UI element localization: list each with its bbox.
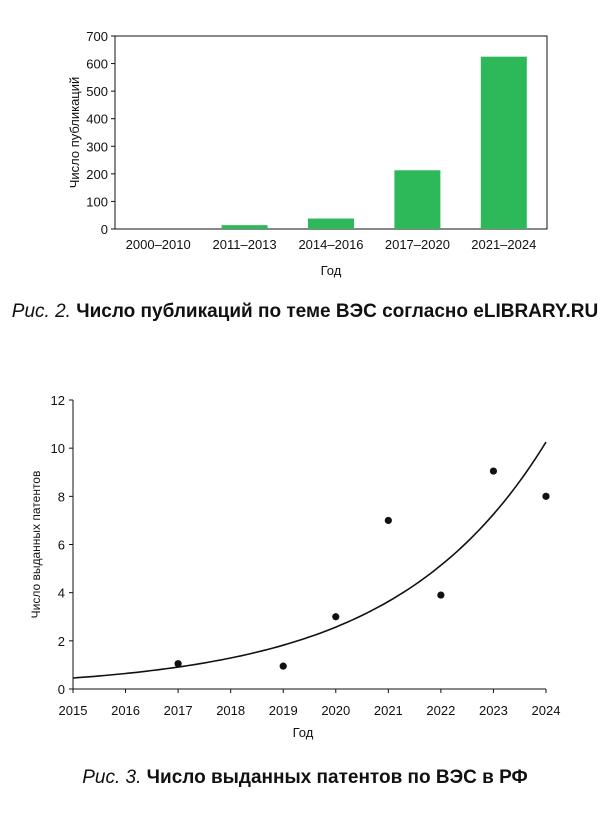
data-point xyxy=(489,467,498,475)
x-axis-label: Год xyxy=(293,725,314,740)
data-point xyxy=(437,591,445,599)
y-tick-label: 12 xyxy=(51,393,65,408)
x-tick-label: 2019 xyxy=(269,703,298,718)
y-axis-label: Число публикаций xyxy=(67,77,82,189)
bar xyxy=(221,225,268,229)
x-tick-label: 2024 xyxy=(532,703,561,718)
figure-2-caption: Рис. 2. Число публикаций по теме ВЭС сог… xyxy=(0,298,610,325)
y-tick-label: 8 xyxy=(58,489,65,504)
trend-line xyxy=(72,441,547,679)
y-tick-label: 2 xyxy=(58,634,65,649)
data-point xyxy=(279,662,287,670)
data-point xyxy=(384,516,392,525)
y-tick-label: 200 xyxy=(86,167,108,182)
publications-bar-chart: 0 100 200 300 400 500 600 700 2000–2010 2011–2013… xyxy=(67,29,548,278)
data-point xyxy=(332,613,340,621)
data-point xyxy=(174,660,182,668)
y-tick-label: 400 xyxy=(86,112,108,127)
patents-scatter-chart: 0 2 4 6 8 10 12 2015 2016 2017 2018 2019 2020 2021 202… xyxy=(29,393,561,740)
x-tick-label: 2000–2010 xyxy=(126,237,191,252)
x-tick-label: 2017–2020 xyxy=(385,237,450,252)
bar xyxy=(394,170,441,229)
y-axis-label: Число выданных патентов xyxy=(29,471,43,619)
x-tick-label: 2017 xyxy=(164,703,193,718)
figure-3-title: Число выданных патентов по ВЭС в РФ xyxy=(146,767,528,788)
x-tick-label: 2020 xyxy=(321,703,350,718)
y-tick-label: 300 xyxy=(86,139,108,154)
bar xyxy=(308,218,354,229)
x-tick-label: 2011–2013 xyxy=(213,237,277,252)
y-tick-label: 600 xyxy=(86,57,108,72)
y-tick-label: 100 xyxy=(86,194,108,209)
y-tick-label: 500 xyxy=(86,84,108,99)
y-tick-label: 4 xyxy=(58,586,65,601)
x-tick-label: 2021–2024 xyxy=(471,237,536,252)
x-axis-label: Год xyxy=(321,263,342,278)
y-tick-label: 10 xyxy=(51,441,65,456)
x-tick-label: 2018 xyxy=(216,703,245,718)
figure-2-title: Число публикаций по теме ВЭС согласно eL… xyxy=(76,301,599,322)
x-tick-label: 2014–2016 xyxy=(298,237,363,252)
y-tick-label: 0 xyxy=(58,682,65,697)
x-tick-label: 2021 xyxy=(374,703,403,718)
figure-3-prefix: Рис. 3. xyxy=(82,767,142,788)
figure-2-prefix: Рис. 2. xyxy=(11,301,71,322)
x-tick-label: 2016 xyxy=(111,703,140,718)
y-tick-label: 700 xyxy=(86,29,108,44)
bar xyxy=(480,56,527,229)
figure-3-caption: Рис. 3. Число выданных патентов по ВЭС в… xyxy=(0,764,610,791)
x-tick-label: 2022 xyxy=(426,703,455,718)
y-tick-label: 6 xyxy=(58,538,65,553)
data-point xyxy=(542,492,550,500)
y-tick-label: 0 xyxy=(101,222,108,237)
x-tick-label: 2015 xyxy=(59,703,88,718)
x-tick-label: 2023 xyxy=(479,703,508,718)
